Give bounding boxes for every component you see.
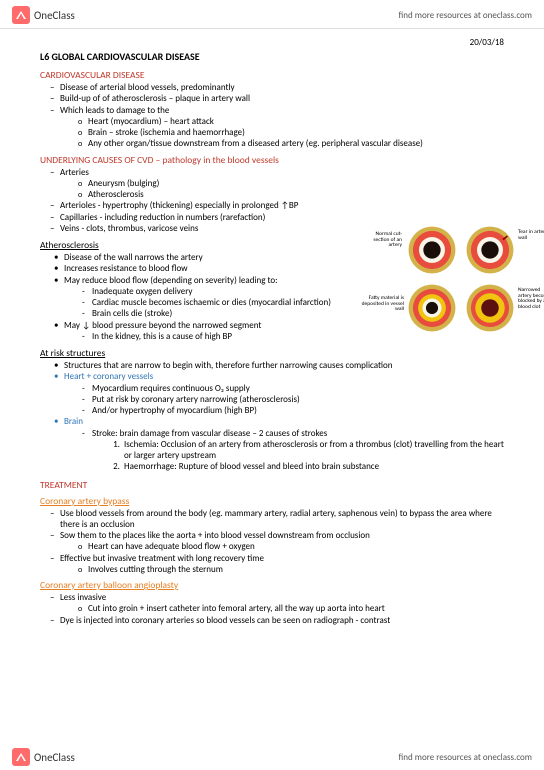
list-item: Use blood vessels from around the body (… [50, 508, 504, 531]
list-item: Stroke: brain damage from vascular disea… [82, 428, 504, 473]
list-text: Effective but invasive treatment with lo… [60, 553, 264, 564]
section-treatment-heading: TREATMENT [40, 479, 504, 491]
list-text: Brain [64, 416, 83, 427]
angioplasty-list: Less invasive Cut into groin + insert ca… [40, 592, 504, 626]
artery-diagram-fatty: Fatty material is deposited in vessel wa… [406, 282, 458, 334]
list-text: Sow them to the places like the aorta + … [60, 530, 370, 541]
list-item-brain: Brain Stroke: brain damage from vascular… [54, 416, 504, 472]
brand-logo: OneClass [12, 6, 75, 24]
footer-link-text: find more resources at oneclass.com [399, 752, 532, 763]
subheading-risk: At risk structures [40, 347, 504, 359]
artery-diagram-normal: Normal cut-section of an artery [406, 224, 458, 276]
list-item: Brain cells die (stroke) [82, 308, 340, 319]
list-item: Disease of arterial blood vessels, predo… [50, 82, 504, 93]
list-item: Sow them to the places like the aorta + … [50, 530, 504, 553]
artery-label: Normal cut-section of an artery [362, 232, 402, 249]
bypass-list: Use blood vessels from around the body (… [40, 508, 504, 576]
brand-name: OneClass [34, 751, 75, 764]
list-text: Arteries [60, 167, 89, 178]
artery-label: Tear in artery wall [518, 230, 544, 241]
list-text: Less invasive [60, 592, 106, 603]
list-item: Involves cutting through the sternum [78, 564, 504, 575]
subheading-bypass: Coronary artery bypass [40, 495, 504, 507]
document-date: 20/03/18 [40, 37, 504, 48]
brand-name: OneClass [34, 9, 75, 22]
list-item: Ischemia: Occlusion of an artery from at… [122, 439, 504, 462]
list-item-heart: Heart + coronary vessels Myocardium requ… [54, 371, 504, 416]
artery-diagram-tear: Tear in artery wall [464, 224, 516, 276]
list-item: Any other organ/tissue downstream from a… [78, 138, 504, 149]
list-item: Heart (myocardium) – heart attack [78, 116, 504, 127]
logo-icon [12, 6, 30, 24]
list-item: Haemorrhage: Rupture of blood vessel and… [122, 461, 504, 472]
logo-icon [12, 748, 30, 766]
header-link-text: find more resources at oneclass.com [399, 10, 532, 21]
list-item: Brain – stroke (ischemia and haemorrhage… [78, 127, 504, 138]
list-item: Arterioles - hypertrophy (thickening) es… [50, 200, 504, 211]
list-text: May reduce blood flow (depending on seve… [64, 275, 278, 286]
list-item: Cut into groin + insert catheter into fe… [78, 603, 504, 614]
list-item: Dye is injected into coronary arteries s… [50, 615, 504, 626]
page-footer: OneClass find more resources at oneclass… [0, 744, 544, 770]
list-text: Which leads to damage to the [60, 105, 169, 116]
section-cvd-heading: CARDIOVASCULAR DISEASE [40, 69, 504, 81]
atherosclerosis-list: Disease of the wall narrows the artery I… [40, 252, 340, 342]
list-text: Heart + coronary vessels [64, 371, 153, 382]
list-item: Arteries Aneurysm (bulging) Atherosclero… [50, 167, 504, 201]
list-item: Inadequate oxygen delivery [82, 286, 340, 297]
list-item: Structures that are narrow to begin with… [54, 360, 504, 371]
page-title: L6 GLOBAL CARDIOVASCULAR DISEASE [40, 50, 504, 63]
list-item: Cardiac muscle becomes ischaemic or dies… [82, 297, 340, 308]
list-item: Which leads to damage to the Heart (myoc… [50, 105, 504, 150]
risk-list: Structures that are narrow to begin with… [40, 360, 504, 473]
list-item: Myocardium requires continuous O₂ supply [82, 383, 504, 394]
brand-logo-footer: OneClass [12, 748, 75, 766]
list-item: Capillaries - including reduction in num… [50, 212, 504, 223]
artery-label: Fatty material is deposited in vessel wa… [360, 296, 404, 313]
list-item: Atherosclerosis [78, 189, 504, 200]
list-item: Aneurysm (bulging) [78, 178, 504, 189]
list-item: Put at risk by coronary artery narrowing… [82, 394, 504, 405]
list-text: May ↓ blood pressure beyond the narrowed… [64, 320, 261, 331]
artery-diagram-group: Normal cut-section of an artery Tear in … [406, 224, 526, 334]
list-item: Heart can have adequate blood flow + oxy… [78, 541, 504, 552]
list-item: And/or hypertrophy of myocardium (high B… [82, 405, 504, 416]
list-item: May reduce blood flow (depending on seve… [54, 275, 340, 320]
list-text: Stroke: brain damage from vascular disea… [92, 428, 327, 439]
page-header: OneClass find more resources at oneclass… [0, 0, 544, 29]
cvd-list: Disease of arterial blood vessels, predo… [40, 82, 504, 150]
list-item: May ↓ blood pressure beyond the narrowed… [54, 320, 340, 343]
list-item: Increases resistance to blood flow [54, 263, 340, 274]
list-item: In the kidney, this is a cause of high B… [82, 331, 340, 342]
artery-diagram-blocked: Narrowed artery becomes blocked by a blo… [464, 282, 516, 334]
list-item: Less invasive Cut into groin + insert ca… [50, 592, 504, 615]
subheading-angioplasty: Coronary artery balloon angioplasty [40, 579, 504, 591]
section-causes-heading: UNDERLYING CAUSES OF CVD – pathology in … [40, 154, 504, 166]
list-item: Build-up of of atherosclerosis – plaque … [50, 93, 504, 104]
list-item: Disease of the wall narrows the artery [54, 252, 340, 263]
artery-label: Narrowed artery becomes blocked by a blo… [518, 288, 544, 310]
list-item: Effective but invasive treatment with lo… [50, 553, 504, 576]
